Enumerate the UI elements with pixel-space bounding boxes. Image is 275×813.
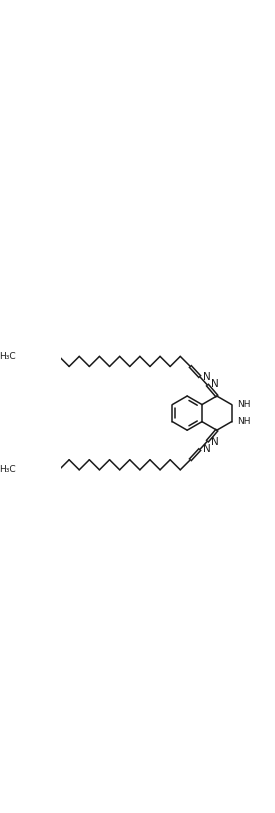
Text: H₃C: H₃C xyxy=(0,465,15,474)
Text: N: N xyxy=(211,380,218,389)
Text: NH: NH xyxy=(237,400,251,409)
Text: N: N xyxy=(203,444,211,454)
Text: N: N xyxy=(211,437,218,447)
Text: NH: NH xyxy=(237,417,251,426)
Text: H₃C: H₃C xyxy=(0,352,15,361)
Text: N: N xyxy=(203,372,211,382)
